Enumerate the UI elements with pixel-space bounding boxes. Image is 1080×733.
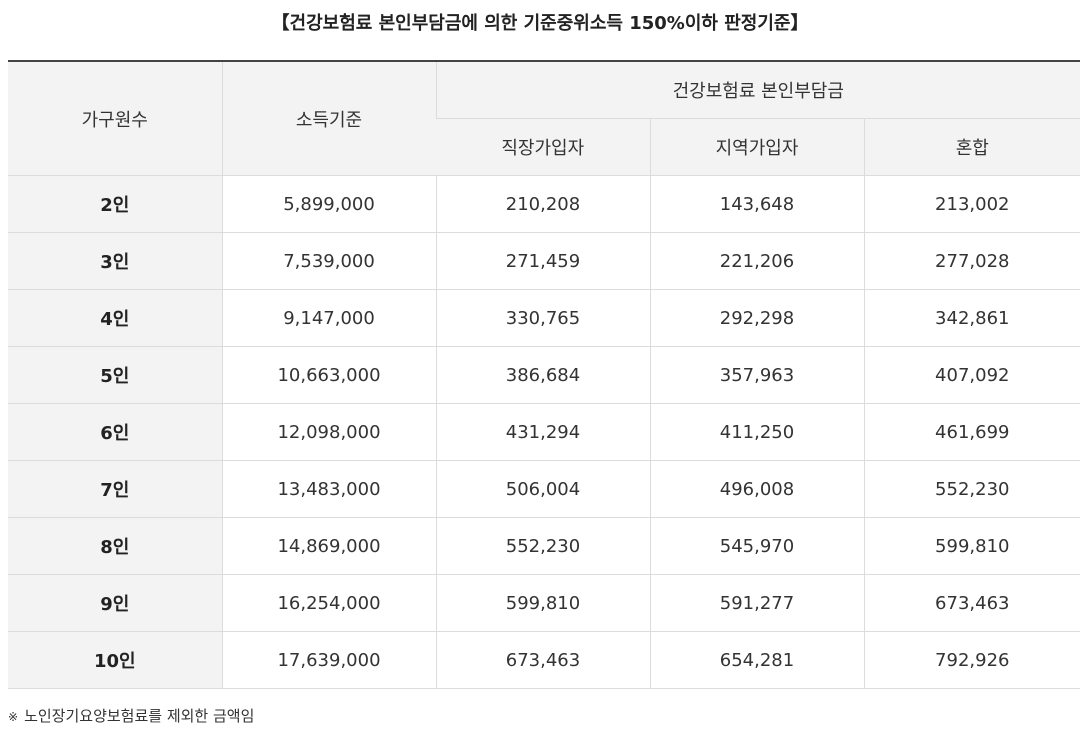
cell-mixed: 599,810 [863,517,1080,575]
cell-income: 7,539,000 [221,232,436,290]
header-premium-group: 건강보험료 본인부담금 [435,60,1080,119]
cell-household: 8인 [8,517,222,575]
cell-household: 2인 [8,175,222,233]
footnote-text: 노인장기요양보험료를 제외한 금액임 [24,707,255,725]
table-row: 3인 7,539,000 271,459 221,206 277,028 [8,232,1080,290]
table-row: 6인 12,098,000 431,294 411,250 461,699 [8,403,1080,461]
table-row: 4인 9,147,000 330,765 292,298 342,861 [8,289,1080,347]
cell-mixed: 673,463 [863,574,1080,632]
footnote: ※ 노인장기요양보험료를 제외한 금액임 [8,706,254,727]
cell-income: 13,483,000 [221,460,436,518]
cell-income: 14,869,000 [221,517,436,575]
cell-employee: 431,294 [435,403,650,461]
table-row: 8인 14,869,000 552,230 545,970 599,810 [8,517,1080,575]
cell-employee: 330,765 [435,289,650,347]
header-mixed: 혼합 [863,118,1080,176]
cell-regional: 292,298 [649,289,864,347]
cell-mixed: 461,699 [863,403,1080,461]
table-row: 2인 5,899,000 210,208 143,648 213,002 [8,175,1080,233]
cell-household: 4인 [8,289,222,347]
cell-income: 17,639,000 [221,631,436,689]
cell-household: 3인 [8,232,222,290]
cell-regional: 496,008 [649,460,864,518]
page-title: 【건강보험료 본인부담금에 의한 기준중위소득 150%이하 판정기준】 [271,13,809,34]
cell-mixed: 277,028 [863,232,1080,290]
table-subheader-row: 직장가입자 지역가입자 혼합 [8,118,1080,176]
cell-income: 10,663,000 [221,346,436,404]
cell-mixed: 407,092 [863,346,1080,404]
cell-household: 10인 [8,631,222,689]
cell-income: 12,098,000 [221,403,436,461]
header-household: 가구원수 [8,60,222,176]
cell-income: 9,147,000 [221,289,436,347]
cell-household: 7인 [8,460,222,518]
cell-household: 6인 [8,403,222,461]
cell-mixed: 342,861 [863,289,1080,347]
cell-regional: 545,970 [649,517,864,575]
cell-mixed: 213,002 [863,175,1080,233]
table-header-row: 가구원수 소득기준 건강보험료 본인부담금 [8,60,1080,176]
cell-regional: 221,206 [649,232,864,290]
cell-employee: 599,810 [435,574,650,632]
cell-mixed: 552,230 [863,460,1080,518]
cell-household: 5인 [8,346,222,404]
header-employee: 직장가입자 [436,118,650,176]
income-criteria-table: 가구원수 소득기준 건강보험료 본인부담금 직장가입자 지역가입자 혼합 2인 … [8,60,1080,689]
cell-household: 9인 [8,574,222,632]
cell-employee: 506,004 [435,460,650,518]
cell-regional: 654,281 [649,631,864,689]
cell-employee: 673,463 [435,631,650,689]
table-row: 5인 10,663,000 386,684 357,963 407,092 [8,346,1080,404]
cell-income: 16,254,000 [221,574,436,632]
cell-employee: 271,459 [435,232,650,290]
cell-regional: 143,648 [649,175,864,233]
cell-employee: 552,230 [435,517,650,575]
cell-income: 5,899,000 [221,175,436,233]
cell-employee: 386,684 [435,346,650,404]
cell-regional: 357,963 [649,346,864,404]
cell-regional: 411,250 [649,403,864,461]
cell-mixed: 792,926 [863,631,1080,689]
header-income: 소득기준 [221,60,436,176]
cell-regional: 591,277 [649,574,864,632]
cell-employee: 210,208 [435,175,650,233]
table-row: 10인 17,639,000 673,463 654,281 792,926 [8,631,1080,689]
table-row: 9인 16,254,000 599,810 591,277 673,463 [8,574,1080,632]
table-row: 7인 13,483,000 506,004 496,008 552,230 [8,460,1080,518]
header-regional: 지역가입자 [649,118,864,176]
reference-mark: ※ [8,710,19,724]
